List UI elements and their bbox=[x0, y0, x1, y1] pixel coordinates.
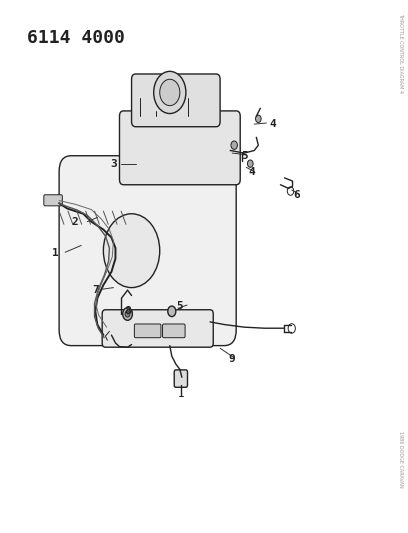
Circle shape bbox=[231, 141, 237, 149]
FancyBboxPatch shape bbox=[102, 310, 213, 347]
Circle shape bbox=[288, 324, 295, 333]
Circle shape bbox=[103, 214, 160, 288]
FancyBboxPatch shape bbox=[162, 324, 185, 338]
FancyBboxPatch shape bbox=[44, 195, 62, 206]
Text: 4: 4 bbox=[249, 166, 256, 176]
Text: 6: 6 bbox=[293, 190, 300, 200]
Circle shape bbox=[125, 311, 130, 317]
FancyBboxPatch shape bbox=[59, 156, 236, 345]
Circle shape bbox=[255, 115, 261, 123]
Circle shape bbox=[287, 187, 294, 195]
Text: 9: 9 bbox=[229, 354, 235, 364]
FancyBboxPatch shape bbox=[174, 370, 188, 387]
Circle shape bbox=[160, 79, 180, 106]
FancyBboxPatch shape bbox=[131, 74, 220, 127]
Text: 1986 DODGE CARAVAN: 1986 DODGE CARAVAN bbox=[398, 431, 403, 488]
FancyBboxPatch shape bbox=[134, 324, 161, 338]
Circle shape bbox=[123, 308, 132, 320]
Text: 8: 8 bbox=[124, 306, 131, 316]
Text: 6114 4000: 6114 4000 bbox=[27, 29, 125, 47]
Text: 5: 5 bbox=[177, 301, 183, 311]
Text: 7: 7 bbox=[92, 285, 99, 295]
Text: 5: 5 bbox=[241, 151, 248, 161]
FancyBboxPatch shape bbox=[120, 111, 240, 185]
Text: 2: 2 bbox=[72, 217, 79, 227]
Circle shape bbox=[248, 160, 253, 167]
Text: 4: 4 bbox=[269, 119, 276, 129]
Text: 1: 1 bbox=[52, 248, 58, 259]
Circle shape bbox=[168, 306, 176, 317]
Text: THROTTLE CONTROL DIAGRAM 4: THROTTLE CONTROL DIAGRAM 4 bbox=[398, 13, 403, 93]
Circle shape bbox=[154, 71, 186, 114]
Text: 3: 3 bbox=[110, 159, 117, 168]
